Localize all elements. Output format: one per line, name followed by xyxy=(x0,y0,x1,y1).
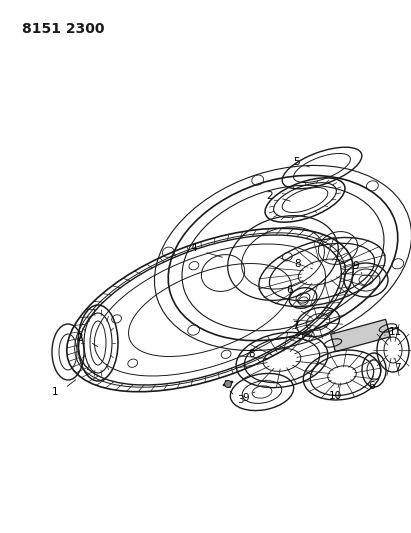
Text: 4: 4 xyxy=(191,243,197,253)
Polygon shape xyxy=(330,319,390,352)
Text: 8151 2300: 8151 2300 xyxy=(22,22,104,36)
Text: 7: 7 xyxy=(394,363,400,373)
Text: 2: 2 xyxy=(267,191,273,201)
Text: 10: 10 xyxy=(328,391,342,401)
Circle shape xyxy=(224,381,231,387)
Text: 3: 3 xyxy=(237,395,243,405)
Text: 6: 6 xyxy=(369,381,375,391)
Text: 7: 7 xyxy=(292,321,298,331)
Text: 2: 2 xyxy=(77,333,83,343)
Text: 1: 1 xyxy=(52,387,58,397)
Text: 8: 8 xyxy=(295,259,301,269)
Text: 11: 11 xyxy=(388,327,402,337)
Text: 6: 6 xyxy=(287,285,293,295)
Text: 8: 8 xyxy=(249,349,255,359)
Text: 9: 9 xyxy=(353,261,359,271)
Text: 9: 9 xyxy=(242,393,249,403)
Text: 5: 5 xyxy=(293,157,299,167)
